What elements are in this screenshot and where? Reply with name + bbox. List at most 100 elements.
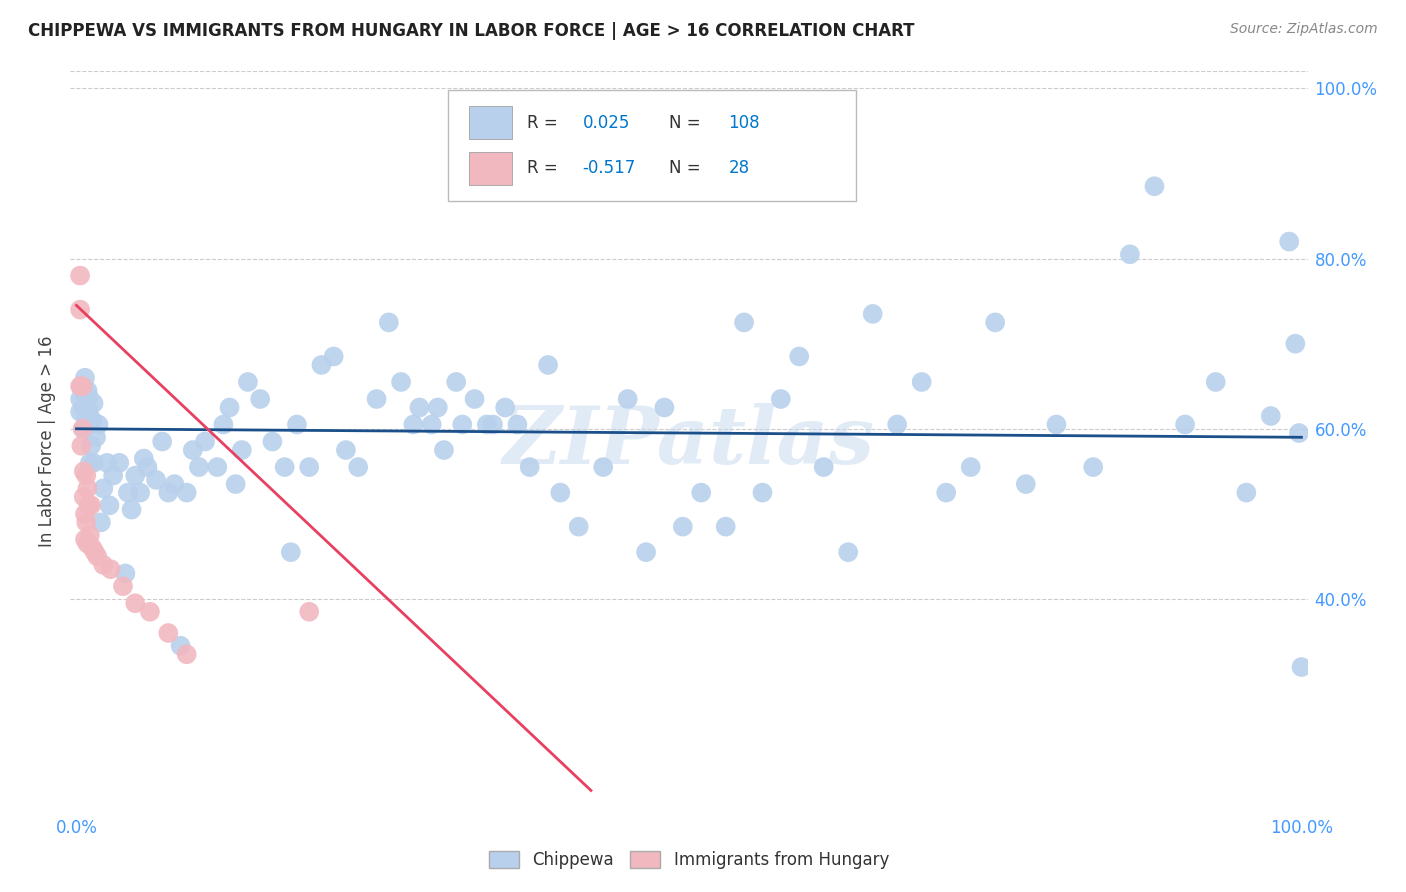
Point [519, 460, 541, 475]
Point [249, 392, 271, 406]
Point [87, 417, 110, 432]
Point [616, 392, 638, 406]
Point [145, 473, 167, 487]
Point [163, 477, 186, 491]
Point [77, 405, 100, 419]
Point [83, 396, 105, 410]
Point [862, 307, 884, 321]
Point [1015, 477, 1038, 491]
Point [69, 268, 91, 283]
Point [402, 417, 425, 432]
Point [335, 443, 357, 458]
Point [150, 434, 173, 449]
Point [82, 413, 104, 427]
Point [111, 579, 134, 593]
Point [124, 468, 146, 483]
Point [121, 502, 143, 516]
Legend: Chippewa, Immigrants from Hungary: Chippewa, Immigrants from Hungary [481, 843, 897, 878]
Point [280, 545, 302, 559]
Point [181, 443, 204, 458]
Point [1284, 336, 1306, 351]
Point [550, 485, 572, 500]
Point [506, 417, 529, 432]
Point [1083, 460, 1105, 475]
Point [1045, 417, 1067, 432]
Point [82, 541, 104, 555]
FancyBboxPatch shape [468, 152, 512, 185]
Point [285, 417, 308, 432]
Point [537, 358, 560, 372]
Point [76, 384, 98, 398]
Point [108, 456, 131, 470]
Point [117, 485, 139, 500]
Point [169, 639, 191, 653]
Point [93, 481, 115, 495]
Point [73, 388, 96, 402]
Text: Source: ZipAtlas.com: Source: ZipAtlas.com [1230, 22, 1378, 37]
Text: 108: 108 [728, 113, 761, 132]
Point [212, 417, 235, 432]
Point [86, 549, 108, 564]
Point [187, 460, 209, 475]
Point [672, 519, 695, 533]
Text: N =: N = [669, 159, 706, 178]
Point [1278, 235, 1301, 249]
Point [751, 485, 773, 500]
Point [157, 626, 180, 640]
Point [77, 499, 100, 513]
Text: R =: R = [527, 159, 562, 178]
Point [73, 464, 96, 478]
Point [96, 456, 118, 470]
Point [93, 558, 115, 572]
Point [592, 460, 614, 475]
Point [690, 485, 713, 500]
Point [77, 389, 100, 403]
Point [451, 417, 474, 432]
Point [69, 379, 91, 393]
Point [654, 401, 676, 415]
Point [83, 456, 105, 470]
Point [311, 358, 333, 372]
Point [1291, 660, 1313, 674]
Point [464, 392, 486, 406]
Point [69, 405, 91, 419]
Point [79, 528, 101, 542]
Point [787, 350, 810, 364]
Point [129, 485, 152, 500]
Point [75, 468, 97, 483]
Point [1288, 425, 1310, 440]
Point [714, 519, 737, 533]
Point [72, 379, 94, 393]
FancyBboxPatch shape [447, 90, 856, 201]
Point [568, 519, 591, 533]
Point [176, 648, 198, 662]
Point [101, 468, 124, 483]
Point [231, 443, 253, 458]
Point [911, 375, 934, 389]
Point [366, 392, 388, 406]
Text: CHIPPEWA VS IMMIGRANTS FROM HUNGARY IN LABOR FORCE | AGE > 16 CORRELATION CHART: CHIPPEWA VS IMMIGRANTS FROM HUNGARY IN L… [28, 22, 915, 40]
Point [114, 566, 136, 581]
Point [959, 460, 981, 475]
Point [157, 485, 180, 500]
Point [636, 545, 658, 559]
Point [837, 545, 859, 559]
Point [813, 460, 835, 475]
Point [475, 417, 498, 432]
Point [76, 401, 98, 415]
Point [124, 596, 146, 610]
Point [482, 417, 505, 432]
Point [70, 379, 93, 393]
Point [207, 460, 229, 475]
Point [236, 375, 259, 389]
Point [100, 562, 122, 576]
Point [76, 481, 98, 495]
Point [225, 477, 247, 491]
Point [90, 516, 112, 530]
Point [389, 375, 412, 389]
Point [73, 507, 96, 521]
Point [176, 485, 198, 500]
Point [322, 350, 344, 364]
Text: ZIPatlas: ZIPatlas [503, 403, 875, 480]
FancyBboxPatch shape [468, 106, 512, 139]
